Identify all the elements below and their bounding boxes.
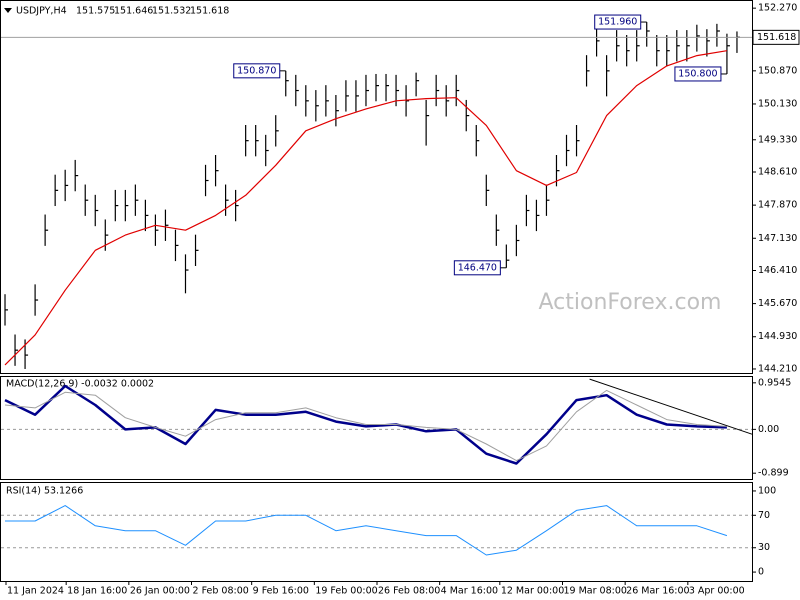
y-tick-label: 100 [758,485,776,496]
y-tick-label: 150.870 [758,65,797,76]
y-tick-label: 144.210 [758,363,797,374]
x-tick-label: 2 Feb 08:00 [193,586,249,597]
last-price-label: 151.618 [757,32,796,43]
annotation-label: 151.960 [598,17,637,28]
rsi-title: RSI(14) 53.1266 [6,486,83,497]
x-tick-label: 18 Jan 16:00 [67,586,127,597]
indicator-line [4,384,727,465]
y-tick-label: 152.270 [758,3,797,14]
trendline [589,378,753,435]
y-tick-label: 145.670 [758,298,797,309]
header-open: 151.575 [76,6,115,17]
annotation-box [674,66,722,82]
last-price-box [752,29,800,45]
y-tick-label: 149.330 [758,134,797,145]
annotation-label: 146.470 [458,262,497,273]
y-tick-label: 70 [758,510,770,521]
indicator-line [5,505,728,556]
price-panel [0,0,753,374]
y-tick-label: 0 [758,567,764,578]
x-tick-label: 12 Mar 00:00 [501,586,564,597]
y-tick-label: -0.899 [758,468,789,479]
menu-arrow [4,8,12,13]
annotation-box [233,63,281,79]
y-tick-label: 147.870 [758,200,797,211]
header-low: 151.532 [152,6,191,17]
y-tick-label: 0.00 [758,424,779,435]
annotation-box [594,14,642,30]
header-close: 151.618 [190,6,229,17]
macd-title: MACD(12,26,9) -0.0032 0.0002 [6,379,154,390]
annotation-label: 150.870 [237,65,276,76]
x-tick-label: 19 Feb 00:00 [315,586,377,597]
x-tick-label: 9 Feb 16:00 [253,586,309,597]
symbol: USDJPY,H4 [16,6,67,17]
header-high: 151.646 [114,6,153,17]
macd-panel [0,376,753,480]
y-tick-label: 147.130 [758,233,797,244]
annotation-box [453,260,501,276]
y-tick-label: 144.930 [758,331,797,342]
x-tick-label: 11 Jan 2024 [7,586,64,597]
annotation-label: 150.800 [678,68,717,79]
y-tick-label: 146.410 [758,265,797,276]
x-tick-label: 3 Apr 00:00 [689,586,745,597]
moving-average [4,50,727,366]
x-tick-label: 26 Feb 08:00 [378,586,440,597]
x-tick-label: 19 Mar 08:00 [563,586,626,597]
indicator-line [4,389,727,462]
y-tick-label: 30 [758,542,770,553]
y-tick-label: 150.130 [758,98,797,109]
x-tick-label: 26 Mar 16:00 [626,586,689,597]
y-tick-label: 0.9545 [758,377,791,388]
watermark: ActionForex.com [539,290,722,315]
y-tick-label: 148.610 [758,167,797,178]
x-tick-label: 26 Jan 00:00 [130,586,190,597]
x-tick-label: 4 Mar 16:00 [441,586,498,597]
